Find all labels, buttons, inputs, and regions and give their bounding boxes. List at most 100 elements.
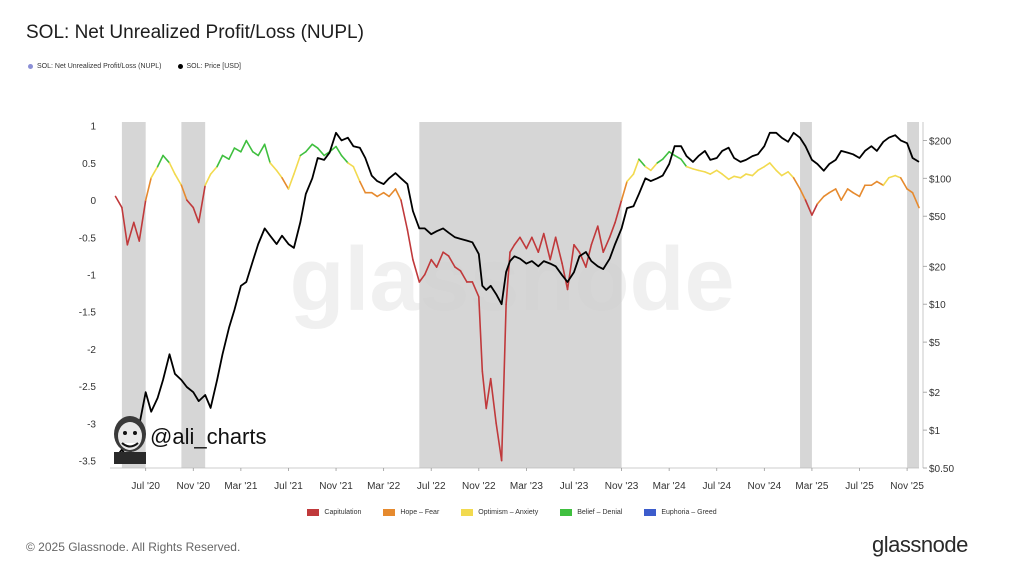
nupl-segment: [549, 236, 557, 261]
nupl-segment: [382, 191, 390, 198]
nupl-segment: [435, 251, 444, 268]
zone-label-optimism-anxiety: Optimism – Anxiety: [478, 509, 539, 516]
zone-swatch-euphoria-greed: [644, 509, 657, 516]
price-layer: [114, 131, 920, 459]
shaded-period-4: [907, 122, 919, 468]
handle-watermark: @ali_charts: [150, 424, 267, 449]
nupl-segment: [481, 370, 488, 410]
nupl-segment: [840, 188, 849, 201]
x-tick-label: Mar '25: [795, 481, 828, 492]
nupl-segment: [673, 154, 682, 161]
nupl-segment: [495, 422, 503, 462]
nupl-segment: [370, 191, 378, 198]
left-tick-label: -3: [87, 419, 96, 430]
nupl-segment: [340, 154, 349, 164]
nupl-segment: [406, 229, 414, 261]
nupl-segment: [608, 221, 616, 239]
zone-legend-hope-fear[interactable]: Hope – Fear: [383, 509, 439, 516]
nupl-segment: [454, 266, 462, 272]
nupl-segment: [846, 188, 854, 194]
nupl-segment: [894, 174, 902, 179]
nupl-segment: [834, 188, 842, 201]
nupl-segment: [221, 154, 230, 161]
nupl-segment: [626, 173, 635, 183]
nupl-segment: [775, 169, 783, 177]
nupl-segment: [799, 188, 807, 201]
nupl-segment: [692, 168, 700, 172]
x-tick-label: Jul '25: [845, 481, 874, 492]
nupl-segment: [561, 262, 569, 291]
left-tick-label: 1: [90, 122, 96, 133]
nupl-segment: [509, 243, 516, 254]
right-tick-label: $1: [929, 426, 941, 437]
nupl-segment: [335, 145, 343, 157]
nupl-segment: [144, 177, 152, 201]
nupl-segment: [787, 171, 795, 179]
left-tick-label: -3.5: [79, 457, 97, 468]
nupl-segment: [697, 169, 706, 173]
nupl-segment: [412, 258, 421, 283]
nupl-segment: [590, 225, 599, 246]
right-tick-label: $100: [929, 174, 952, 185]
nupl-segment: [763, 162, 771, 168]
nupl-segment: [554, 236, 563, 265]
nupl-segment: [513, 236, 521, 246]
nupl-segment: [602, 236, 611, 254]
nupl-segment: [192, 206, 200, 224]
zone-swatch-belief-denial: [560, 509, 573, 516]
nupl-segment: [727, 175, 735, 181]
nupl-segment: [792, 177, 801, 190]
x-tick-label: Jul '23: [560, 481, 589, 492]
nupl-segment: [685, 165, 694, 170]
nupl-segment: [281, 177, 290, 190]
nupl-segment: [216, 154, 224, 168]
x-tick-label: Mar '21: [224, 481, 257, 492]
zone-legend-capitulation[interactable]: Capitulation: [307, 509, 361, 516]
x-tick-label: Nov '25: [890, 481, 924, 492]
nupl-segment: [156, 154, 164, 168]
zone-legend-belief-denial[interactable]: Belief – Denial: [560, 509, 622, 516]
nupl-segment: [316, 147, 325, 157]
shaded-period-1: [181, 122, 206, 468]
nupl-segment: [150, 165, 159, 179]
nupl-segment: [656, 158, 664, 164]
zone-label-capitulation: Capitulation: [324, 509, 362, 516]
nupl-segment: [573, 243, 581, 254]
nupl-segment: [906, 188, 914, 194]
nupl-segment: [500, 303, 507, 462]
legend-label-nupl: SOL: Net Unrealized Profit/Loss (NUPL): [37, 63, 162, 70]
right-tick-label: $0.50: [929, 464, 954, 475]
nupl-segment: [715, 169, 724, 175]
legend-item-price[interactable]: SOL: Price [USD]: [177, 63, 241, 70]
shaded-period-3: [800, 122, 812, 468]
nupl-segment: [418, 273, 426, 283]
nupl-segment: [596, 225, 605, 254]
right-tick-label: $20: [929, 262, 946, 273]
nupl-segment: [245, 139, 254, 153]
nupl-segment: [197, 184, 206, 224]
zone-legend-optimism-anxiety[interactable]: Optimism – Anxiety: [461, 509, 538, 516]
left-tick-label: 0: [90, 196, 96, 207]
left-tick-label: -1.5: [79, 308, 97, 319]
x-tick-label: Nov '23: [605, 481, 639, 492]
avatar-icon: [114, 416, 146, 464]
nupl-segment: [721, 173, 730, 181]
x-tick-label: Mar '22: [367, 481, 400, 492]
nupl-segment: [228, 147, 236, 161]
nupl-segment: [823, 191, 831, 198]
x-tick-label: Jul '21: [274, 481, 303, 492]
nupl-segment: [447, 255, 456, 268]
nupl-segment: [257, 143, 266, 157]
right-tick-label: $200: [929, 136, 952, 147]
legend-item-nupl[interactable]: SOL: Net Unrealized Profit/Loss (NUPL): [28, 63, 162, 70]
nupl-segment: [299, 150, 307, 157]
nupl-segment: [138, 199, 147, 242]
nupl-segment: [442, 251, 450, 257]
zone-label-belief-denial: Belief – Denial: [577, 509, 623, 516]
x-tick-label: Nov '24: [748, 481, 782, 492]
nupl-segment: [359, 180, 367, 194]
top-legend: SOL: Net Unrealized Profit/Loss (NUPL) S…: [28, 63, 241, 70]
nupl-segment: [638, 158, 647, 168]
zone-legend-euphoria-greed[interactable]: Euphoria – Greed: [644, 509, 717, 516]
nupl-segment: [311, 143, 319, 149]
